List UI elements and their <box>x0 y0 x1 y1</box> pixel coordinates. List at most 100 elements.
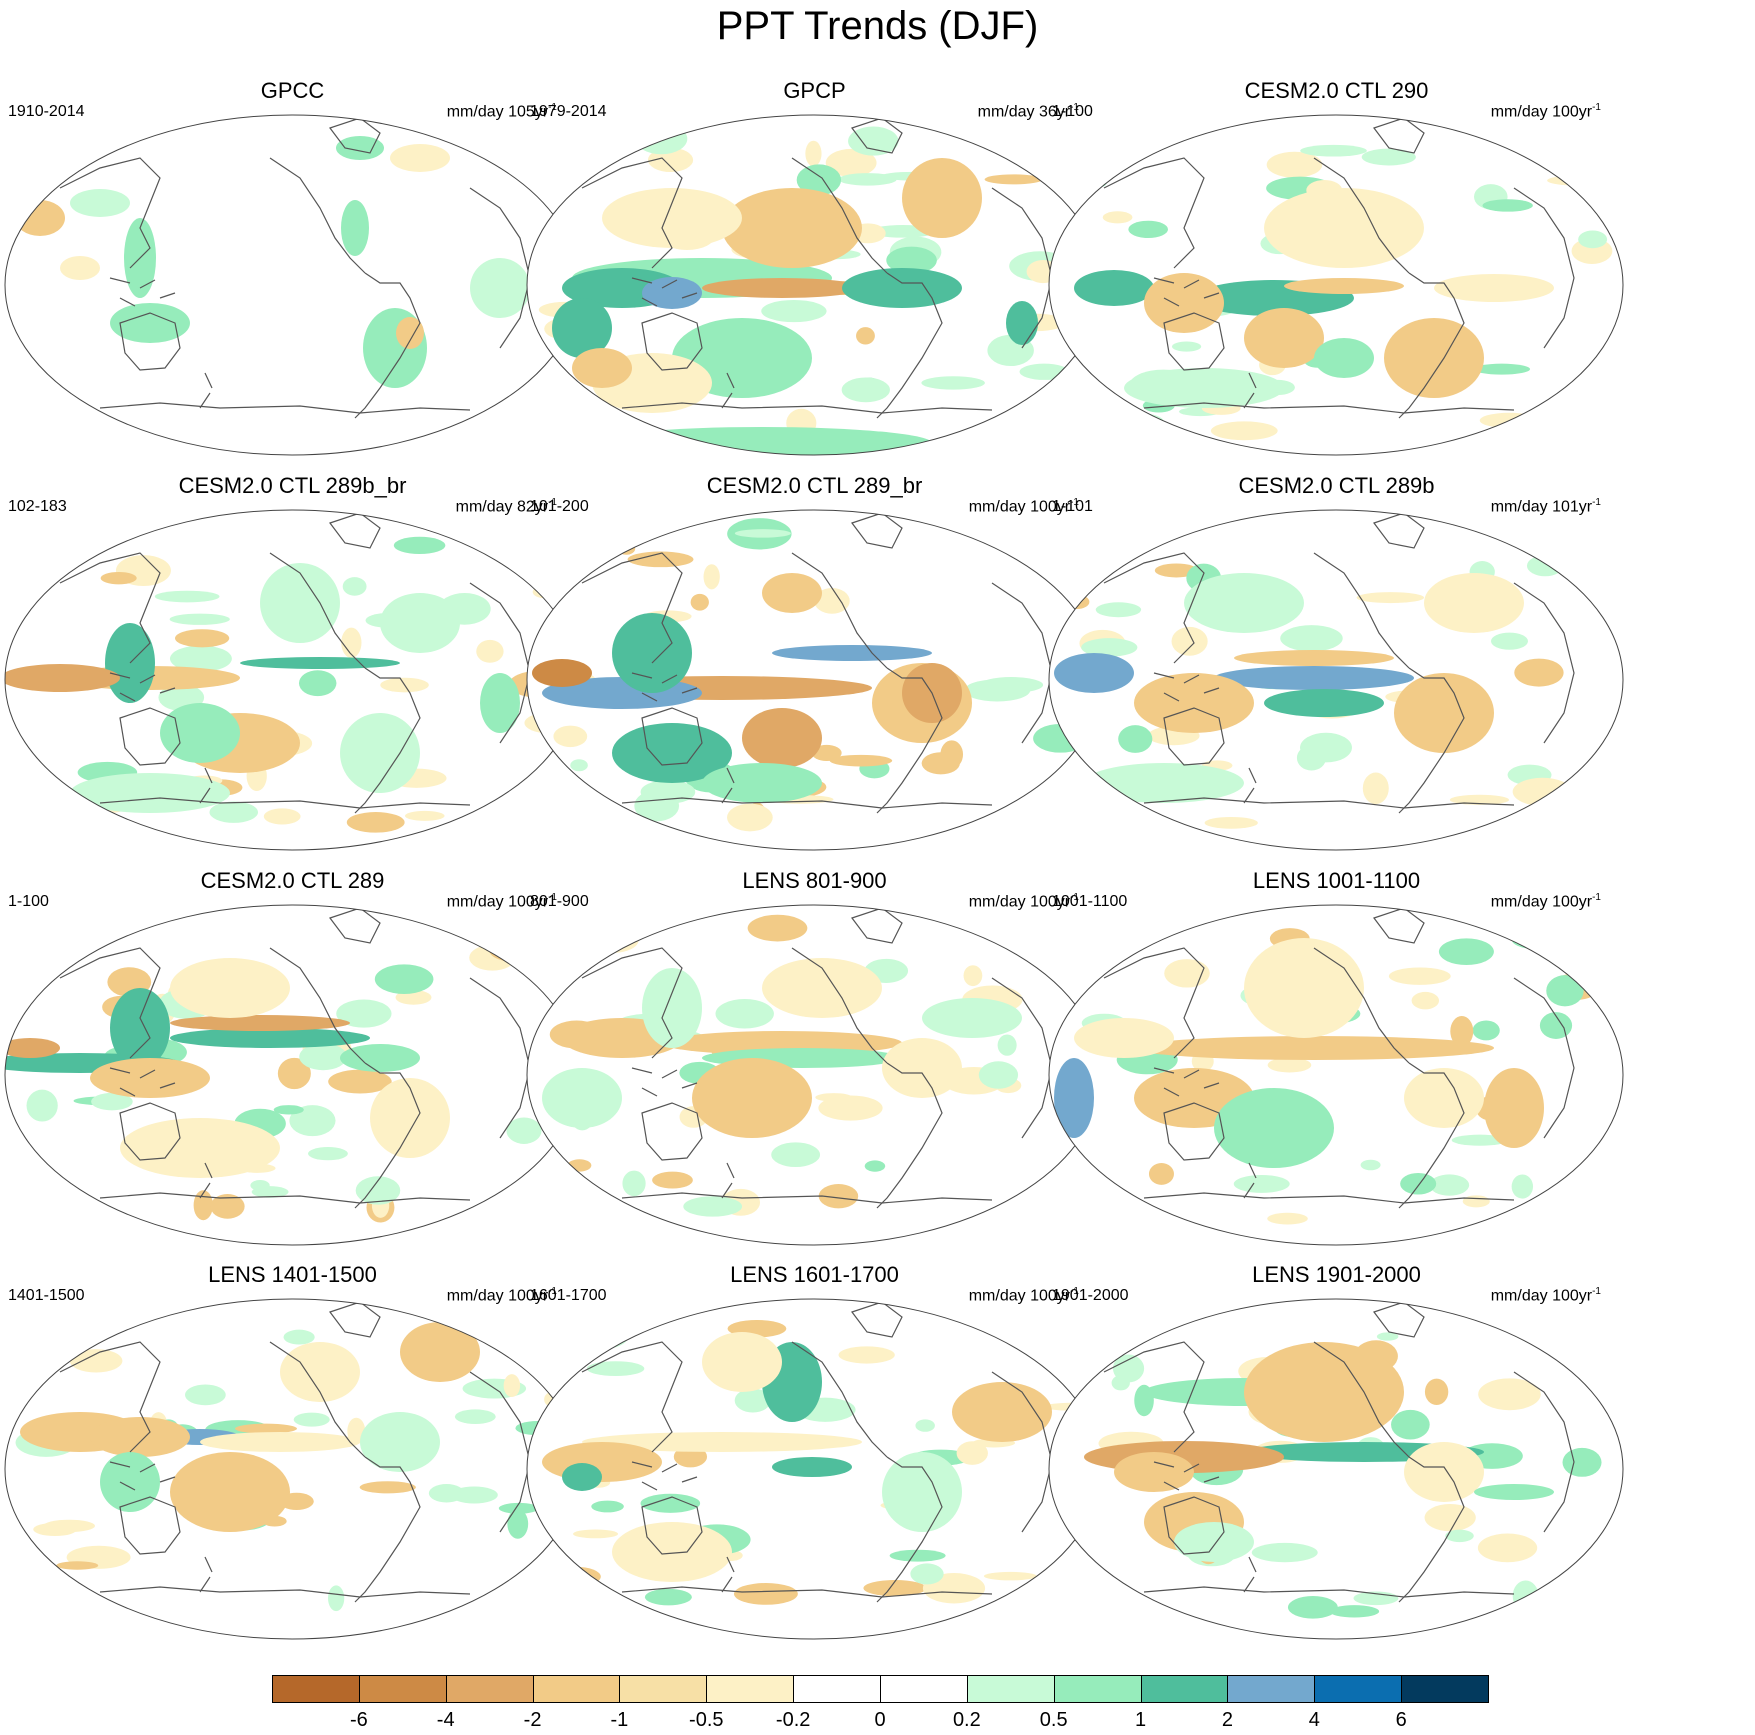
trend-field <box>527 905 1101 1245</box>
trend-contour <box>591 1500 624 1513</box>
trend-contour <box>342 577 367 596</box>
coastlines <box>1103 907 1575 1209</box>
trend-contour <box>299 1043 348 1071</box>
trend-contour <box>1074 270 1154 306</box>
coastlines <box>1103 512 1575 814</box>
trend-contour <box>592 427 932 455</box>
trend-contour <box>814 588 850 614</box>
trend-contour <box>15 200 65 236</box>
trend-contour <box>1473 363 1530 375</box>
trend-contour <box>476 639 504 663</box>
trend-contour <box>120 1118 280 1178</box>
trend-contour <box>1360 1159 1381 1171</box>
trend-contour <box>762 958 882 1018</box>
trend-contour <box>1362 772 1389 805</box>
map-panel: CESM2.0 CTL 289 1-100 mm/day 100yr-1 <box>0 868 585 1263</box>
units-exponent: -1 <box>1592 1286 1601 1297</box>
trend-contour <box>997 1034 1017 1056</box>
panel-title: LENS 1001-1100 <box>1252 868 1421 893</box>
trend-contour <box>1210 421 1278 441</box>
panel-units: mm/day 100yr-1 <box>969 888 1079 912</box>
trend-contour <box>889 1549 946 1562</box>
trend-contour <box>902 158 982 238</box>
colorbar-box <box>1140 1675 1229 1703</box>
trend-contour <box>69 1349 123 1373</box>
trend-contour <box>1006 301 1038 345</box>
trend-contour <box>886 246 937 274</box>
trend-contour <box>1547 175 1604 186</box>
units-text: mm/day 100yr <box>446 893 549 911</box>
units-exponent: -1 <box>548 1286 557 1297</box>
trend-contour <box>404 810 445 821</box>
colorbar-box <box>272 1675 360 1703</box>
trend-contour <box>612 723 732 783</box>
trend-contour <box>1482 199 1533 212</box>
trend-contour <box>1251 1542 1318 1563</box>
trend-contour <box>542 1068 622 1128</box>
figure-title: PPT Trends (DJF) <box>716 4 1039 48</box>
panel-title: LENS 1901-2000 <box>1252 1262 1421 1287</box>
panel-period: 801-900 <box>530 893 589 910</box>
trend-contour <box>1582 1158 1603 1184</box>
map-panel: LENS 1401-1500 1401-1500 mm/day 100yr-1 <box>0 1262 585 1657</box>
trend-contour <box>552 298 612 358</box>
trend-contour <box>1445 1529 1474 1543</box>
trend-contour <box>882 1038 962 1098</box>
map-panel: LENS 1601-1700 1601-1700 mm/day 100yr-1 <box>522 1262 1107 1657</box>
trend-contour <box>277 1057 311 1090</box>
trend-contour <box>963 965 983 987</box>
colorbar-label: -1 <box>610 1709 629 1731</box>
units-text: mm/day 100yr <box>1490 893 1593 911</box>
trend-contour <box>1484 1068 1544 1148</box>
trend-contour <box>1300 144 1367 157</box>
trend-contour <box>56 1561 99 1570</box>
units-exponent: -1 <box>1592 892 1601 903</box>
trend-contour <box>1388 967 1451 985</box>
panel-units: mm/day 100yr-1 <box>1491 1282 1601 1306</box>
panel-units: mm/day 82yr-1 <box>456 493 557 517</box>
trend-contour <box>644 1588 692 1606</box>
map-border <box>1048 509 1624 851</box>
map-border <box>1048 1298 1624 1640</box>
trend-contour <box>1450 1015 1474 1047</box>
colorbar-box <box>445 1675 534 1703</box>
trend-contour <box>1462 1195 1490 1208</box>
colorbar-label: 6 <box>1395 1709 1407 1731</box>
coastlines <box>1103 117 1575 419</box>
trend-contour <box>1184 573 1304 633</box>
trend-contour <box>1539 1012 1573 1039</box>
trend-contour <box>1511 1174 1534 1199</box>
trend-contour <box>1526 555 1564 577</box>
panel-units: mm/day 100yr-1 <box>1491 98 1601 122</box>
trend-contour <box>1148 1163 1174 1185</box>
trend-contour <box>692 1058 812 1138</box>
trend-contour <box>1478 1378 1541 1411</box>
colorbar-label: 0 <box>874 1709 886 1731</box>
units-text: mm/day 105yr <box>446 103 549 121</box>
coastlines <box>581 512 1053 814</box>
trend-contour <box>26 1089 58 1122</box>
trend-contour <box>200 1432 360 1452</box>
trend-contour <box>1329 1605 1380 1618</box>
trend-contour <box>964 679 1031 702</box>
units-exponent: -1 <box>548 497 557 508</box>
trend-contour <box>762 573 822 613</box>
trend-contour <box>154 590 220 603</box>
trend-contour <box>175 629 230 648</box>
trend-contour <box>588 926 639 953</box>
trend-contour <box>260 563 340 643</box>
trend-contour <box>185 1384 226 1406</box>
trend-contour <box>921 376 985 390</box>
trend-contour <box>1264 689 1384 717</box>
trend-contour <box>553 725 588 748</box>
trend-contour <box>864 1160 886 1172</box>
colorbar-label: 4 <box>1308 1709 1320 1731</box>
trend-contour <box>90 1417 190 1457</box>
units-exponent: -1 <box>1070 102 1079 113</box>
trend-contour <box>1424 1378 1449 1406</box>
colorbar-label: -4 <box>436 1709 455 1731</box>
trend-field <box>5 510 579 850</box>
panel-period: 1-100 <box>1052 103 1093 120</box>
trend-contour <box>761 299 827 323</box>
trend-contour <box>1128 220 1169 238</box>
